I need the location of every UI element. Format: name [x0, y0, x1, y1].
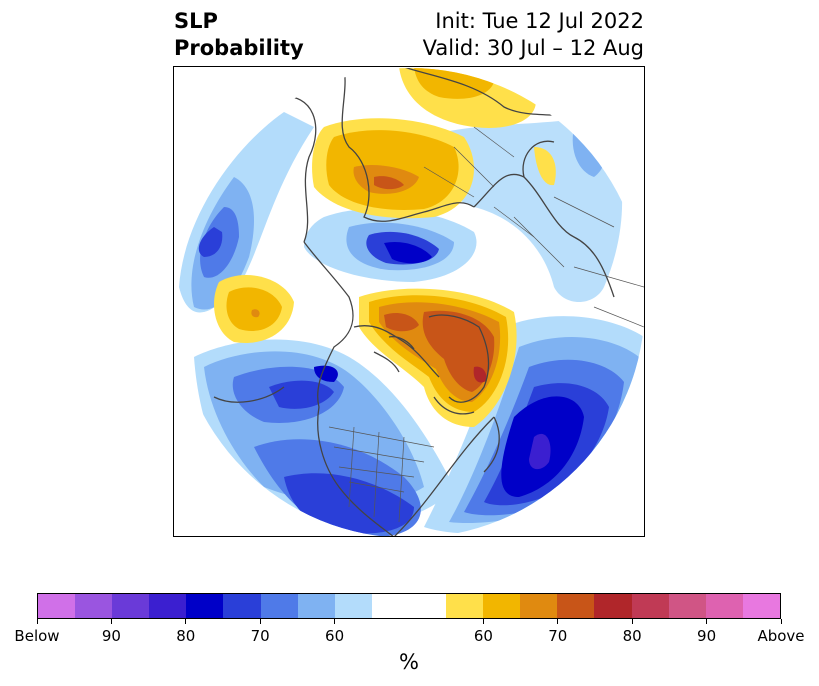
map-canvas: [175, 68, 644, 536]
colorbar-segment: [705, 594, 743, 618]
colorbar-tick-label: Below: [14, 627, 60, 645]
colorbar-tick-label: 60: [325, 627, 345, 645]
map-title: SLP Probability: [174, 8, 304, 62]
colorbar-tick-label: 80: [622, 627, 642, 645]
colorbar-tick: [557, 619, 559, 624]
colorbar-segment: [38, 594, 76, 618]
colorbar-tick-label: 70: [548, 627, 568, 645]
colorbar-segment: [371, 594, 409, 618]
colorbar-segment: [149, 594, 187, 618]
colorbar-segment: [594, 594, 632, 618]
colorbar-unit-label: %: [399, 650, 419, 674]
colorbar-tick-label: 60: [473, 627, 493, 645]
colorbar-segment: [223, 594, 261, 618]
political-borders: [328, 126, 644, 523]
map-date-info: Init: Tue 12 Jul 2022 Valid: 30 Jul – 12…: [423, 8, 644, 62]
colorbar-segment: [260, 594, 298, 618]
colorbar-segment: [483, 594, 521, 618]
colorbar-tick: [36, 619, 38, 624]
colorbar-tick: [706, 619, 708, 624]
polar-map: [173, 66, 645, 537]
coastlines: [213, 68, 615, 536]
init-date: Init: Tue 12 Jul 2022: [435, 9, 644, 33]
colorbar-segment: [408, 594, 447, 618]
colorbar-tick: [631, 619, 633, 624]
colorbar-segment: [75, 594, 113, 618]
valid-range: Valid: 30 Jul – 12 Aug: [422, 36, 644, 60]
colorbar-segment: [446, 594, 484, 618]
title-quantity: Probability: [174, 36, 304, 60]
colorbar-segment: [112, 594, 150, 618]
colorbar-segment: [297, 594, 335, 618]
colorbar-tick: [259, 619, 261, 624]
colorbar-segment: [742, 594, 780, 618]
colorbar-segment: [557, 594, 595, 618]
colorbar: [37, 593, 781, 619]
colorbar-segment: [334, 594, 372, 618]
colorbar-segment: [668, 594, 706, 618]
colorbar-tick-label: 90: [697, 627, 717, 645]
colorbar-tick-label: Above: [757, 627, 805, 645]
colorbar-segment: [186, 594, 224, 618]
colorbar-segment: [631, 594, 669, 618]
colorbar-tick: [334, 619, 336, 624]
colorbar-tick: [780, 619, 782, 624]
colorbar-tick-label: 90: [101, 627, 121, 645]
colorbar-tick-label: 70: [250, 627, 270, 645]
colorbar-tick: [110, 619, 112, 624]
colorbar-tick-label: 80: [176, 627, 196, 645]
colorbar-segment: [520, 594, 558, 618]
colorbar-tick: [185, 619, 187, 624]
colorbar-tick: [482, 619, 484, 624]
title-variable: SLP: [174, 9, 218, 33]
